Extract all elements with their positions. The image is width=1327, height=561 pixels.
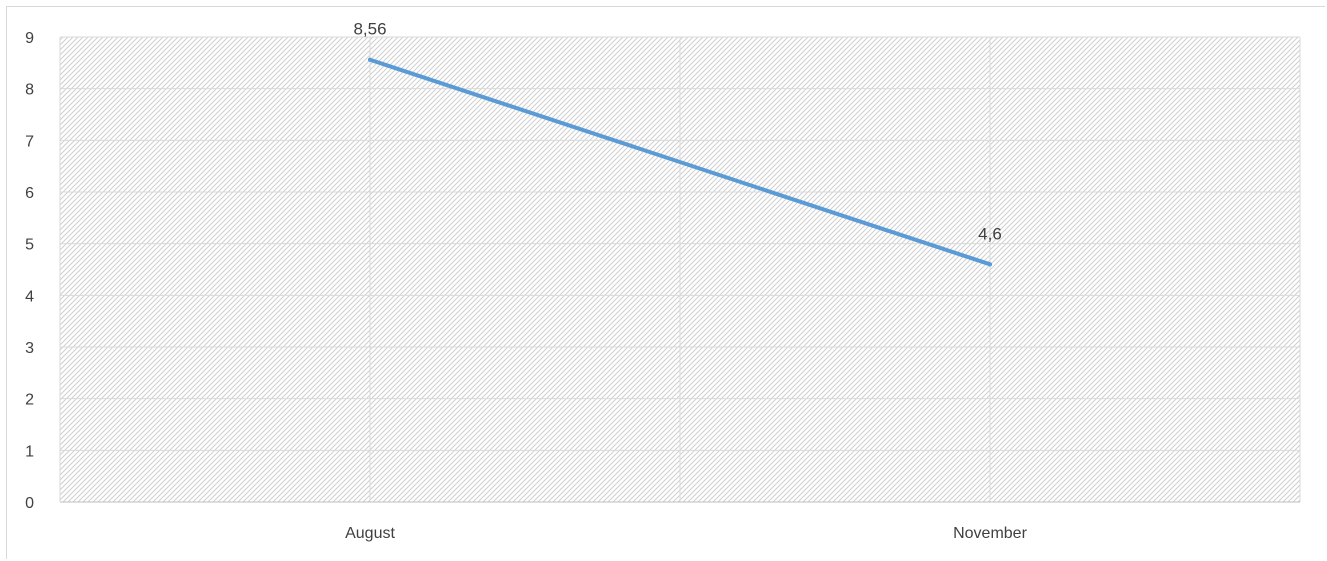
x-tick-label: November [953,525,1027,542]
x-tick-label: August [345,525,395,542]
y-tick-label: 2 [25,392,34,409]
y-tick-label: 6 [25,185,34,202]
data-point [368,57,372,62]
y-tick-label: 8 [25,82,34,99]
y-tick-label: 9 [25,30,34,47]
series-layer [368,57,992,267]
y-tick-label: 0 [25,495,34,512]
data-label: 8,56 [353,20,386,39]
axes: 0 1 2 3 4 5 6 7 8 9 August November [25,30,1300,542]
y-tick-label: 3 [25,340,34,357]
data-label: 4,6 [978,224,1002,243]
y-tick-label: 1 [25,443,34,460]
y-tick-label: 5 [25,237,34,254]
series-line [368,57,992,267]
y-tick-label: 7 [25,133,34,150]
gridlines [59,36,1301,503]
y-tick-label: 4 [25,288,34,305]
data-labels: 8,56 4,6 [353,20,1001,244]
data-point [988,262,992,267]
chart-frame [6,6,1325,559]
